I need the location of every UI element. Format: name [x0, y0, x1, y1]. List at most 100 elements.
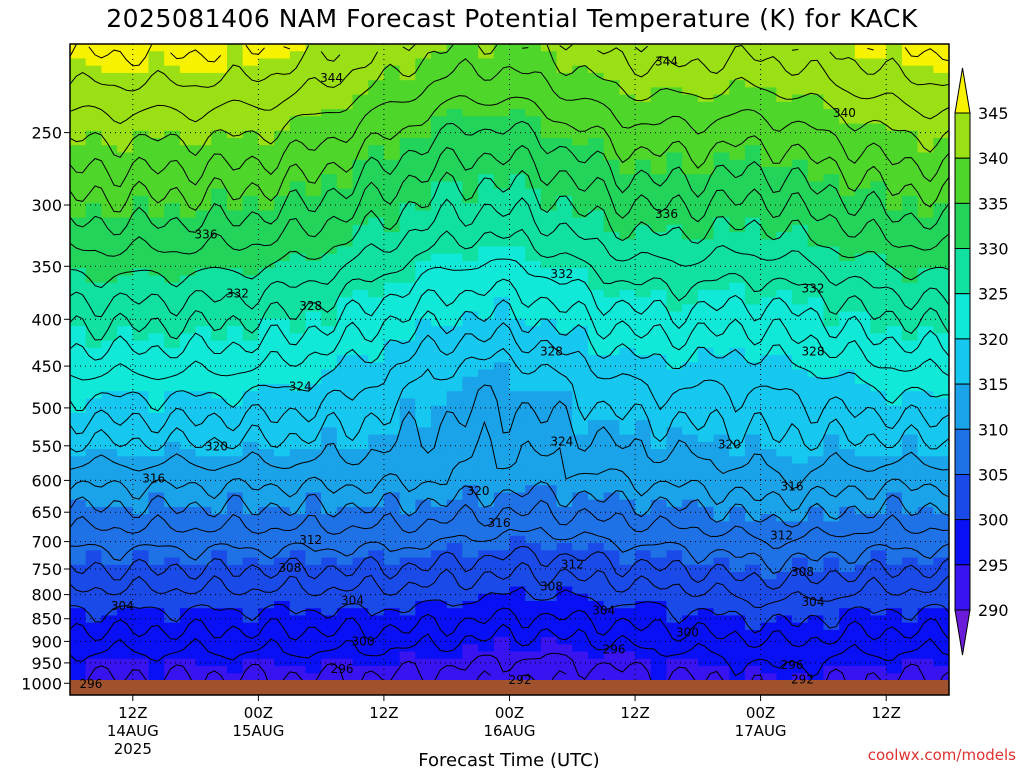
contour-band-cell	[682, 282, 699, 291]
contour-band-cell	[164, 673, 181, 682]
contour-band-cell	[619, 101, 636, 110]
contour-band-cell	[493, 268, 511, 277]
contour-band-cell	[870, 224, 887, 233]
contour-band-cell	[713, 174, 730, 183]
contour-band-cell	[242, 195, 259, 204]
contour-band-cell	[901, 246, 919, 255]
contour-band-cell	[509, 521, 526, 530]
contour-band-cell	[274, 94, 291, 103]
contour-band-cell	[148, 608, 165, 617]
contour-band-cell	[431, 412, 448, 421]
contour-band-cell	[603, 420, 620, 428]
contour-band-cell	[305, 210, 322, 219]
contour-band-cell	[933, 58, 949, 67]
contour-band-cell	[603, 347, 620, 356]
contour-band-cell	[368, 304, 385, 313]
contour-band-cell	[697, 326, 715, 334]
contour-band-cell	[85, 543, 102, 551]
contour-band-cell	[85, 600, 102, 609]
contour-band-cell	[839, 224, 856, 233]
contour-band-cell	[478, 586, 495, 595]
contour-band-cell	[619, 499, 636, 508]
contour-band-cell	[195, 405, 212, 414]
contour-band-cell	[101, 101, 118, 110]
contour-band-cell	[211, 398, 228, 407]
contour-band-cell	[682, 94, 699, 103]
contour-band-cell	[901, 289, 919, 298]
contour-band-cell	[839, 232, 856, 240]
contour-band-cell	[556, 268, 573, 277]
contour-band-cell	[242, 383, 259, 392]
contour-band-cell	[211, 210, 228, 219]
contour-band-cell	[336, 355, 354, 363]
contour-band-cell	[211, 261, 228, 269]
contour-band-cell	[383, 463, 401, 472]
contour-band-cell	[792, 412, 809, 421]
contour-band-cell	[336, 224, 354, 233]
contour-band-cell	[415, 152, 432, 161]
contour-band-cell	[901, 87, 919, 96]
contour-band-cell	[870, 492, 887, 501]
contour-band-cell	[305, 572, 322, 580]
contour-band-cell	[509, 564, 526, 573]
contour-band-cell	[839, 391, 856, 400]
contour-band-cell	[274, 145, 291, 154]
contour-band-cell	[431, 658, 448, 667]
contour-band-cell	[854, 80, 872, 88]
contour-band-cell	[729, 297, 746, 305]
contour-band-cell	[101, 268, 118, 277]
contour-band-cell	[226, 152, 244, 161]
contour-band-cell	[117, 391, 134, 400]
contour-band-cell	[854, 166, 872, 175]
contour-band-cell	[792, 470, 809, 479]
contour-band-cell	[603, 629, 620, 638]
contour-band-cell	[164, 391, 181, 400]
contour-band-cell	[148, 579, 165, 588]
contour-band-cell	[148, 593, 165, 602]
contour-band-cell	[713, 427, 730, 436]
contour-band-cell	[713, 557, 730, 566]
contour-band-cell	[431, 217, 448, 226]
contour-band-cell	[729, 434, 746, 443]
contour-band-cell	[399, 203, 416, 211]
contour-band-cell	[352, 65, 369, 74]
contour-band-cell	[776, 289, 793, 298]
contour-band-cell	[431, 44, 448, 52]
contour-band-cell	[132, 398, 150, 407]
contour-band-cell	[556, 58, 573, 67]
contour-band-cell	[870, 412, 887, 421]
contour-band-cell	[242, 188, 259, 197]
contour-band-cell	[274, 188, 291, 197]
contour-band-cell	[682, 579, 699, 588]
contour-band-cell	[776, 528, 793, 537]
contour-band-cell	[697, 217, 715, 226]
contour-band-cell	[242, 629, 259, 638]
contour-band-cell	[729, 224, 746, 233]
contour-band-cell	[650, 420, 668, 428]
contour-band-cell	[148, 289, 165, 298]
contour-band-cell	[211, 362, 228, 371]
contour-band-cell	[509, 557, 526, 566]
contour-band-cell	[525, 58, 542, 67]
contour-band-cell	[179, 441, 197, 450]
contour-band-cell	[352, 376, 369, 385]
contour-band-cell	[509, 232, 526, 240]
contour-band-cell	[697, 123, 715, 132]
contour-band-cell	[85, 521, 102, 530]
contour-band-cell	[792, 572, 809, 580]
contour-band-cell	[572, 44, 589, 52]
contour-band-cell	[85, 282, 102, 291]
contour-band-cell	[713, 253, 730, 262]
contour-band-cell	[242, 152, 259, 161]
contour-band-cell	[744, 629, 762, 638]
contour-band-cell	[321, 51, 338, 60]
contour-band-cell	[572, 297, 589, 305]
contour-band-cell	[760, 499, 777, 508]
contour-band-cell	[901, 282, 919, 291]
contour-band-cell	[478, 326, 495, 334]
contour-band-cell	[70, 51, 87, 60]
contour-band-cell	[886, 572, 903, 580]
contour-band-cell	[352, 181, 369, 190]
contour-band-cell	[148, 195, 165, 204]
contour-band-cell	[556, 456, 573, 465]
